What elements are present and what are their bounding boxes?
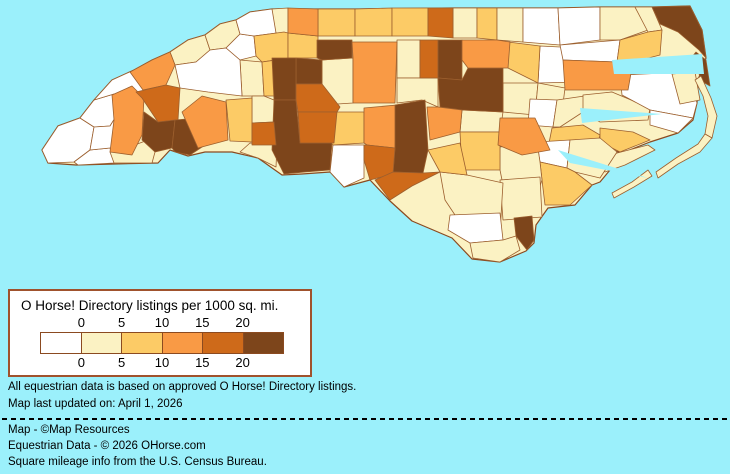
county-region [317,8,356,37]
county-region [469,235,521,263]
county-region [461,39,511,69]
dashed-separator [2,418,728,420]
legend-color-cell [202,333,243,353]
legend-color-cell [80,333,121,353]
legend-tick-label: 5 [118,355,126,370]
legend-tick-label: 10 [154,315,170,330]
county-region [316,39,353,61]
legend-color-cell [41,333,81,353]
county-region [239,59,265,97]
county-region [539,161,593,206]
county-region [513,215,535,251]
county-region [419,39,439,79]
map-canvas [41,5,718,263]
county-region [287,7,319,37]
county-region [374,171,441,201]
county-region [459,131,501,171]
legend-color-cell [121,333,162,353]
county-region [391,7,429,37]
nc-county-choropleth-map [41,5,718,263]
county-region [649,109,694,134]
county-region [476,7,498,41]
county-region [297,111,338,144]
county-region [287,32,319,59]
legend-tick-label: 20 [235,315,250,330]
county-region [427,7,454,39]
outer-banks-strip [694,75,718,139]
legend-title: O Horse! Directory listings per 1000 sq.… [21,298,279,313]
county-region [459,109,504,133]
county-region [651,5,707,59]
county-region [295,57,323,85]
county-region [392,99,429,174]
legend-tick-label: 15 [195,355,210,370]
legend-tick-label: 10 [154,355,170,370]
county-region [452,7,478,39]
sound-water [558,150,648,178]
legend-color-bar [40,332,284,354]
county-region [396,39,421,79]
legend-tick-label: 20 [235,355,250,370]
sound-water [580,108,662,123]
note-data-source: All equestrian data is based on approved… [8,381,357,393]
county-region [363,104,398,149]
county-region [329,144,365,188]
legend-tick-label: 0 [77,355,85,370]
county-region [426,106,463,141]
legend-box: O Horse! Directory listings per 1000 sq.… [8,289,312,377]
outer-banks-strip [655,133,713,179]
county-region [109,85,145,156]
county-region [496,7,524,43]
county-region [599,6,649,41]
county-region [174,47,243,97]
county-region [427,142,468,176]
county-region [253,31,289,63]
legend-tick-label: 15 [195,315,210,330]
county-region [271,57,297,101]
outer-banks-strip [611,169,653,199]
county-region [557,6,601,46]
county-region [251,95,275,124]
county-region [225,97,253,143]
legend-color-cell [242,333,283,353]
credit-equestrian-data: Equestrian Data - © 2026 OHorse.com [8,440,206,452]
county-region [251,121,277,146]
county-region [499,176,543,221]
county-region [522,7,561,46]
sound-water [612,54,704,74]
legend-tick-label: 0 [77,315,85,330]
credit-census-bureau: Square mileage info from the U.S. Census… [8,456,267,468]
county-region [271,99,333,175]
county-region [351,41,398,104]
legend-tick-label: 5 [118,315,126,330]
county-region [437,39,463,81]
credit-map-resources: Map - ©Map Resources [8,424,130,436]
legend-color-cell [161,333,202,353]
county-region [181,95,229,149]
county-region [354,7,393,37]
note-last-updated: Map last updated on: April 1, 2026 [8,398,183,410]
county-region [497,117,551,156]
